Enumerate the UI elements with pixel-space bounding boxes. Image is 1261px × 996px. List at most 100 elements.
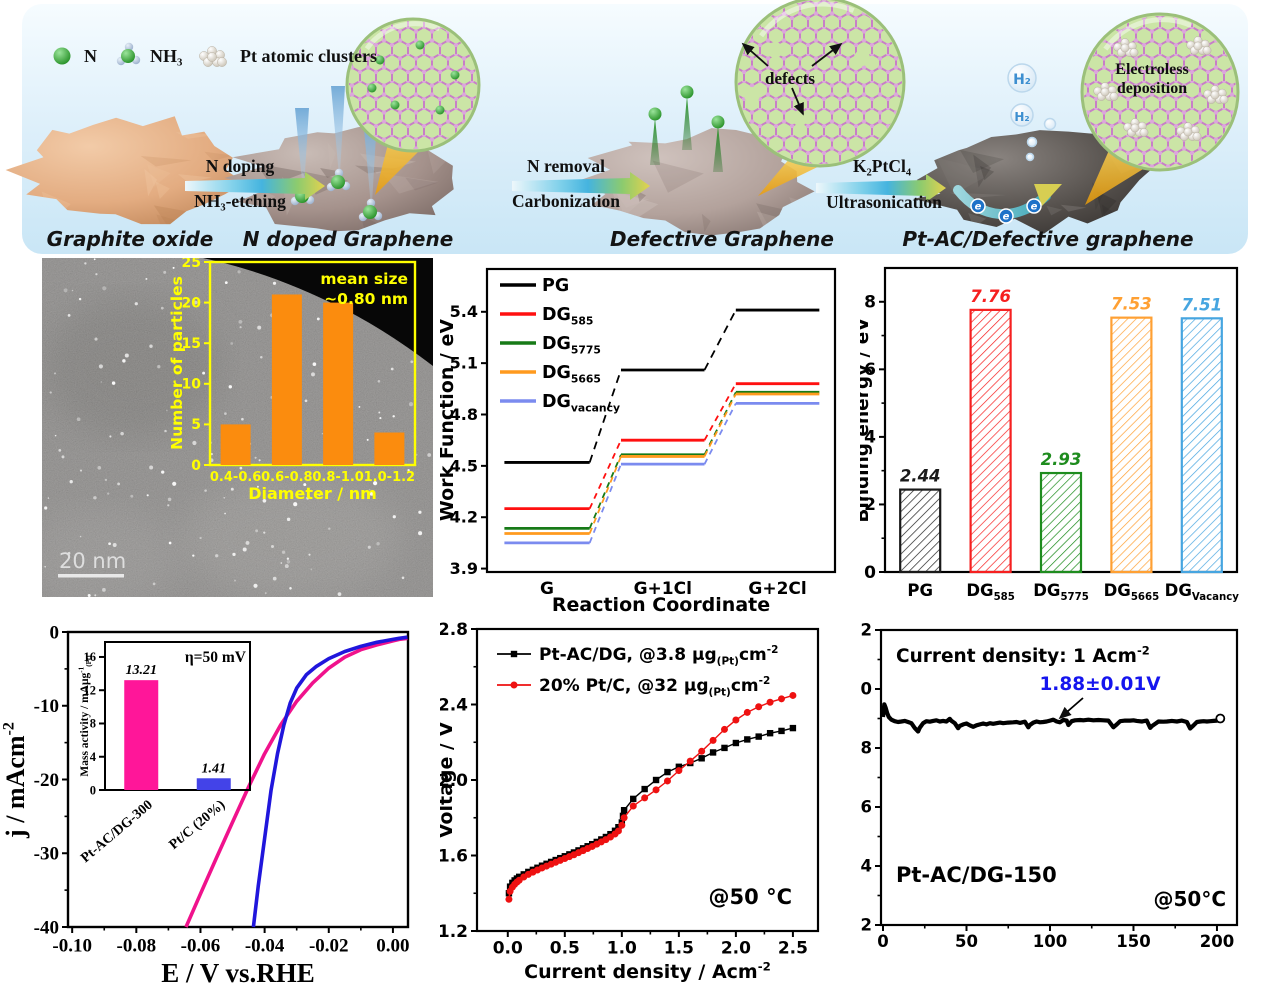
h2-bubble	[1025, 152, 1035, 162]
svg-text:e: e	[975, 202, 982, 213]
tick-label: 1.2	[440, 922, 468, 942]
legend-item	[497, 681, 531, 689]
tick-label: 6	[864, 360, 876, 380]
tick-label: 5	[191, 417, 201, 433]
x-tick-label: DGVacancy	[1165, 581, 1240, 603]
n-atom-icon	[711, 115, 725, 129]
nh3-beam	[331, 86, 345, 182]
bar-4	[1180, 317, 1223, 574]
inset-y-axis-label: Number of particles	[168, 276, 186, 450]
tick-label: 5.1	[450, 354, 478, 373]
tick-label: 10	[182, 377, 202, 393]
lattice-defect	[854, 50, 870, 66]
tick-label: 2	[864, 495, 876, 515]
tick-label: 200	[1200, 932, 1234, 951]
tick-label: 2.5	[778, 939, 808, 959]
tick-label: 150	[1116, 932, 1150, 951]
tick-label: 1.6	[440, 846, 468, 866]
binding-energy-chart: 0 2 4 6 8 2.44 PG 7.76 DG585 2.93 DG5775 7.53 DG5665…	[860, 266, 1240, 603]
inset-x-tick-label: Pt-AC/DG-300	[78, 798, 156, 866]
value-label: 7.76	[970, 287, 1011, 306]
value-label: 7.53	[1111, 295, 1152, 314]
lattice-defect	[792, 110, 808, 126]
tick-label: 2.2	[860, 621, 872, 640]
scale-bar	[58, 574, 124, 578]
x-axis-label: E / V vs.RHE	[161, 958, 315, 988]
pt-cluster-icon	[1093, 82, 1119, 101]
electroless-label-line2: deposition	[1117, 80, 1187, 97]
h2-bubble	[1010, 103, 1034, 127]
process-arrow-n-doping	[185, 172, 325, 200]
overpotential-annotation: η=50 mV	[185, 649, 247, 666]
histogram-bar	[374, 432, 405, 465]
inset-x-tick-label: 1.0-1.2	[364, 470, 415, 485]
n-atom-icon	[53, 47, 71, 65]
arrow2-top-label: N removal	[527, 156, 605, 176]
h2-bubble	[1043, 117, 1057, 131]
legend-label-nh3: NH₃	[150, 46, 183, 66]
schematic-legend: N NH₃ Pt atomic clusters	[53, 42, 377, 67]
n-atom-icon	[648, 107, 662, 121]
n-doped-lens	[345, 17, 481, 153]
svg-text:e: e	[1003, 212, 1010, 223]
y-axis-label: Work Function / eV	[440, 319, 458, 522]
end-marker	[1215, 713, 1226, 724]
legend-label: DG5665	[542, 363, 601, 385]
lattice-defect	[767, 42, 783, 58]
n-atom-icon	[680, 85, 694, 99]
tick-label: -30	[34, 844, 59, 865]
tick-label: 0	[90, 783, 96, 797]
condition-annotation: Current density: 1 Acm-2	[896, 644, 1150, 667]
n-removal-spike	[713, 126, 723, 172]
pt-cluster-icon	[199, 46, 227, 67]
x-tick-label: DG585	[966, 581, 1015, 603]
curve-PtC	[251, 635, 408, 928]
series-circle	[505, 691, 797, 903]
x-tick-label: DG5665	[1104, 581, 1160, 603]
tick-label: -40	[34, 917, 59, 938]
tick-label: 100	[1033, 932, 1067, 951]
defect-pointer-arrow	[811, 42, 843, 67]
tick-label: 4.8	[450, 405, 478, 424]
tick-label: 0.0	[493, 939, 523, 959]
axes: 0 5 10 15 20 25	[182, 258, 210, 474]
defects-lens	[734, 0, 906, 168]
pt-cluster-icon	[1203, 85, 1229, 104]
inset-x-tick-label: Pt/C (20%)	[167, 797, 229, 852]
curve-PtACDG	[184, 636, 408, 928]
magnifier-cone	[758, 158, 832, 196]
electron-icon: e	[1026, 198, 1042, 214]
inset-value-label: 1.41	[202, 761, 227, 776]
x-tick-label: G	[540, 579, 554, 599]
pt-cluster-icon	[1186, 36, 1212, 55]
tick-label: 1.8	[860, 739, 872, 758]
tick-label: 1.2	[860, 916, 872, 935]
legend-item	[497, 650, 531, 658]
tick-label: 4.5	[450, 456, 478, 475]
axes: 0.0 0.5 1.0 1.5 2.0 2.5 1.2 1.6 2.0 2.4 2.8	[440, 620, 808, 959]
voltage-trace	[880, 702, 1222, 734]
electron-arrow-head	[1034, 184, 1062, 206]
tick-label: 50	[955, 932, 978, 951]
tick-label: 15	[182, 336, 201, 352]
nh3-molecule-icon	[326, 168, 351, 192]
legend-label: PG	[542, 276, 569, 296]
tick-label: 0	[50, 622, 60, 643]
n-removal-spike	[650, 118, 660, 165]
histogram-bar	[271, 294, 302, 465]
mean-size-annotation: ~0.80 nm	[324, 290, 408, 308]
inset-y-axis-label: Mass activity / mAμg-1(Pt)	[77, 655, 92, 777]
defects-label: defects	[765, 69, 815, 88]
defect-pointer-arrow	[741, 42, 769, 67]
tick-label: 1.5	[664, 939, 694, 959]
lattice-defect	[744, 87, 760, 103]
legend-label: Pt-AC/DG, @3.8 μg(Pt)cm-2	[539, 644, 778, 667]
tick-label: 2.0	[721, 939, 751, 959]
electrolyzer-polarization-chart: 0.0 0.5 1.0 1.5 2.0 2.5 1.2 1.6 2.0 2.4 2.8 Pt-AC/D…	[440, 620, 820, 983]
tick-label: 2.0	[860, 680, 872, 699]
x-tick-label: G+1Cl	[634, 579, 692, 599]
series-DG585	[504, 382, 820, 511]
tick-label: -0.08	[117, 935, 157, 956]
value-label: 2.44	[900, 467, 941, 486]
